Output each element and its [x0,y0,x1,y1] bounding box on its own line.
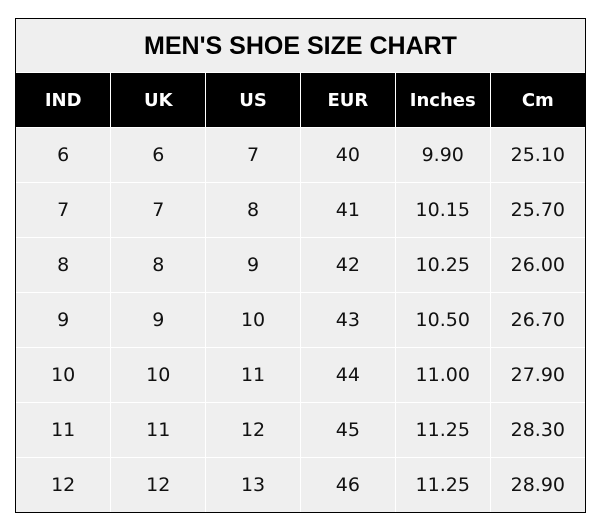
cell-eur: 41 [299,182,396,238]
cell-uk: 10 [110,347,207,403]
cell-eur: 45 [299,402,396,458]
size-table: IND UK US EUR Inches Cm 6 6 7 40 9.90 25.10 7 7 8 41 10… [16,73,585,512]
cell-inches: 10.25 [394,237,491,293]
cell-us: 11 [205,347,301,403]
size-chart: MEN'S SHOE SIZE CHART IND UK US EUR Inches Cm… [15,18,586,513]
column-header-ind: IND [16,73,111,128]
cell-inches: 9.90 [394,127,491,183]
cell-ind: 8 [16,237,112,293]
column-header-uk: UK [110,73,206,128]
cell-uk: 9 [110,292,207,348]
cell-inches: 11.25 [394,457,491,512]
cell-ind: 6 [16,127,112,183]
table-row: 9 9 10 43 10.50 26.70 [16,292,585,348]
column-header-inches: Inches [394,73,491,128]
table-row: 10 10 11 44 11.00 27.90 [16,347,585,403]
cell-inches: 10.15 [394,182,491,238]
cell-us: 10 [205,292,301,348]
cell-uk: 12 [110,457,207,512]
cell-inches: 11.25 [394,402,491,458]
cell-us: 8 [205,182,301,238]
cell-ind: 10 [16,347,112,403]
cell-inches: 11.00 [394,347,491,403]
column-header-us: US [205,73,301,128]
cell-inches: 10.50 [394,292,491,348]
cell-eur: 42 [299,237,396,293]
column-header-cm: Cm [489,73,585,128]
cell-ind: 7 [16,182,112,238]
table-row: 12 12 13 46 11.25 28.90 [16,457,585,512]
cell-ind: 11 [16,402,112,458]
cell-cm: 28.30 [489,402,585,458]
table-row: 8 8 9 42 10.25 26.00 [16,237,585,293]
cell-cm: 26.00 [489,237,585,293]
cell-uk: 7 [110,182,207,238]
cell-eur: 43 [299,292,396,348]
cell-ind: 12 [16,457,112,512]
cell-us: 12 [205,402,301,458]
cell-cm: 27.90 [489,347,585,403]
cell-cm: 25.10 [489,127,585,183]
cell-cm: 25.70 [489,182,585,238]
table-row: 11 11 12 45 11.25 28.30 [16,402,585,458]
header-row: IND UK US EUR Inches Cm [16,73,585,128]
cell-ind: 9 [16,292,112,348]
cell-us: 13 [205,457,301,512]
cell-us: 7 [205,127,301,183]
chart-title: MEN'S SHOE SIZE CHART [16,19,585,73]
cell-eur: 46 [299,457,396,512]
table-row: 7 7 8 41 10.15 25.70 [16,182,585,238]
cell-uk: 8 [110,237,207,293]
cell-us: 9 [205,237,301,293]
table-row: 6 6 7 40 9.90 25.10 [16,127,585,183]
column-header-eur: EUR [299,73,396,128]
cell-cm: 28.90 [489,457,585,512]
cell-cm: 26.70 [489,292,585,348]
cell-eur: 40 [299,127,396,183]
cell-uk: 6 [110,127,207,183]
cell-eur: 44 [299,347,396,403]
cell-uk: 11 [110,402,207,458]
